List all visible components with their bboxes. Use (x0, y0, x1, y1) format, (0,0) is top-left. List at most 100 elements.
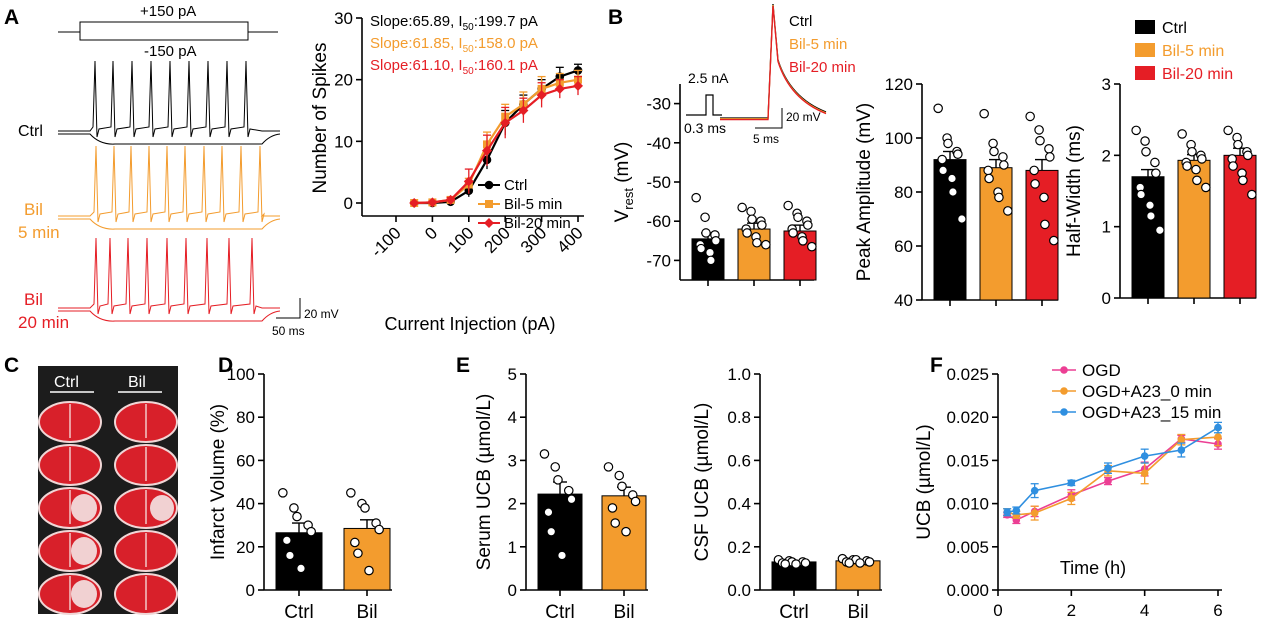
legend-marker (1060, 387, 1068, 395)
data-point (1034, 125, 1044, 135)
marker-diamond (554, 83, 565, 94)
marker-circle (1177, 446, 1186, 454)
data-point (1035, 135, 1045, 146)
data-point (1223, 125, 1233, 136)
ap-scale-bar (755, 108, 783, 129)
data-point (1247, 189, 1257, 200)
current-clamp-traces: +150 pA -150 pA Ctrl Bil 5 min Bil 20 mi… (18, 3, 339, 338)
annotation-sub: 50 (463, 44, 475, 55)
y-tick-label: 100 (885, 129, 913, 148)
data-point (350, 537, 360, 548)
trace-label-bil20-line2: 20 min (18, 313, 69, 332)
panel-label-e: E (456, 354, 470, 377)
marker-circle (1177, 435, 1186, 444)
x-tick-label: -100 (367, 223, 404, 260)
y-tick-label: 0.000 (946, 581, 989, 600)
slope-annotation-1: Slope:61.85, I50:158.0 pA (370, 35, 538, 55)
y-tick-label: 0.010 (946, 495, 989, 514)
data-point (1045, 152, 1055, 162)
legend-label-0: Ctrl (504, 177, 527, 194)
y-axis-label: CSF UCB (µmol/L) (692, 403, 713, 562)
data-point (296, 563, 306, 574)
legend-marker (1060, 408, 1068, 416)
y-axis-label-post: (mV) (612, 142, 633, 188)
y-tick-label: 4 (508, 408, 517, 427)
y-axis-label-sub: rest (621, 188, 636, 210)
y-tick-label: 0 (508, 581, 517, 600)
marker-circle (1003, 508, 1011, 517)
data-point (360, 503, 370, 513)
data-point (1040, 219, 1050, 230)
marker-diamond (500, 117, 511, 128)
marker-diamond (409, 198, 420, 208)
y-tick-label: -30 (646, 95, 671, 114)
data-point (994, 192, 1004, 203)
marker-diamond (445, 194, 456, 205)
y-tick-label: 0.025 (946, 365, 989, 384)
annotation-post: :199.7 pA (474, 13, 538, 30)
data-point (1030, 179, 1040, 189)
data-point (1141, 146, 1151, 157)
x-tick-label: Ctrl (284, 602, 314, 623)
y-axis-label: Vrest (mV) (612, 142, 636, 223)
ap-stim-label: 2.5 nA (688, 70, 729, 86)
y-tick-label: 80 (894, 183, 913, 202)
data-point (1029, 165, 1039, 176)
y-tick-label: 2 (1102, 146, 1111, 165)
data-point (742, 228, 752, 238)
chart-infarct: 0 20 40 60 80 100 Ctrl Bil Infarct Volume (%) (208, 365, 392, 623)
bar-2 (1025, 169, 1059, 301)
ttc-brain-slices: Ctrl Bil (38, 366, 178, 615)
legend-marker (484, 180, 494, 190)
legend-swatch-bil5 (1135, 43, 1155, 57)
bar-0 (537, 493, 583, 591)
x-tick-label: Bil (356, 602, 377, 623)
trace-bil20 (58, 237, 280, 315)
marker-circle (1067, 494, 1076, 503)
panel-b-legend: Ctrl Bil-5 min Bil-20 min (1135, 20, 1233, 83)
data-point (353, 548, 363, 559)
data-point (289, 503, 299, 513)
data-point (1131, 125, 1141, 136)
legend-label-0: OGD (1082, 361, 1121, 380)
data-point (943, 138, 953, 149)
annotation-pre: Slope:61.10, I (370, 57, 463, 74)
marker-circle (1030, 509, 1039, 517)
data-point (1140, 136, 1150, 146)
panel-label-d: D (218, 354, 233, 377)
chart-vrest: -30 -40 -50 -60 -70 Vrest (mV) (612, 84, 817, 286)
y-tick-label: 2 (508, 495, 517, 514)
data-point (780, 559, 791, 569)
x-tick-label: Bil (613, 602, 634, 623)
ap-legend-ctrl: Ctrl (789, 13, 812, 30)
data-point (374, 524, 384, 535)
data-point (953, 149, 963, 159)
data-point (1201, 182, 1211, 193)
ap-waveform-2 (720, 5, 827, 121)
data-point (691, 192, 701, 203)
data-point (1233, 139, 1243, 150)
y-tick-label: 80 (236, 408, 255, 427)
data-point (1228, 161, 1238, 171)
panel-label-f: F (930, 354, 943, 377)
data-point (1145, 200, 1155, 211)
data-point (614, 470, 625, 481)
data-point (1136, 189, 1146, 200)
data-point (621, 526, 631, 537)
y-tick-label: 0.2 (727, 538, 751, 557)
data-point (788, 228, 798, 238)
annotation-pre: Slope:61.85, I (370, 35, 463, 52)
y-tick-label: 60 (236, 451, 255, 470)
y-tick-label: 40 (236, 495, 255, 514)
annotation-sub: 50 (463, 22, 475, 33)
data-point (783, 200, 793, 211)
data-point (282, 535, 292, 546)
legend-marker (484, 218, 494, 228)
data-point (761, 239, 771, 250)
stim-bottom-label: -150 pA (144, 43, 197, 60)
data-point (364, 565, 374, 576)
trace-label-bil5-line2: 5 min (18, 223, 60, 242)
data-point (706, 255, 716, 266)
y-tick-label: 30 (334, 9, 353, 28)
